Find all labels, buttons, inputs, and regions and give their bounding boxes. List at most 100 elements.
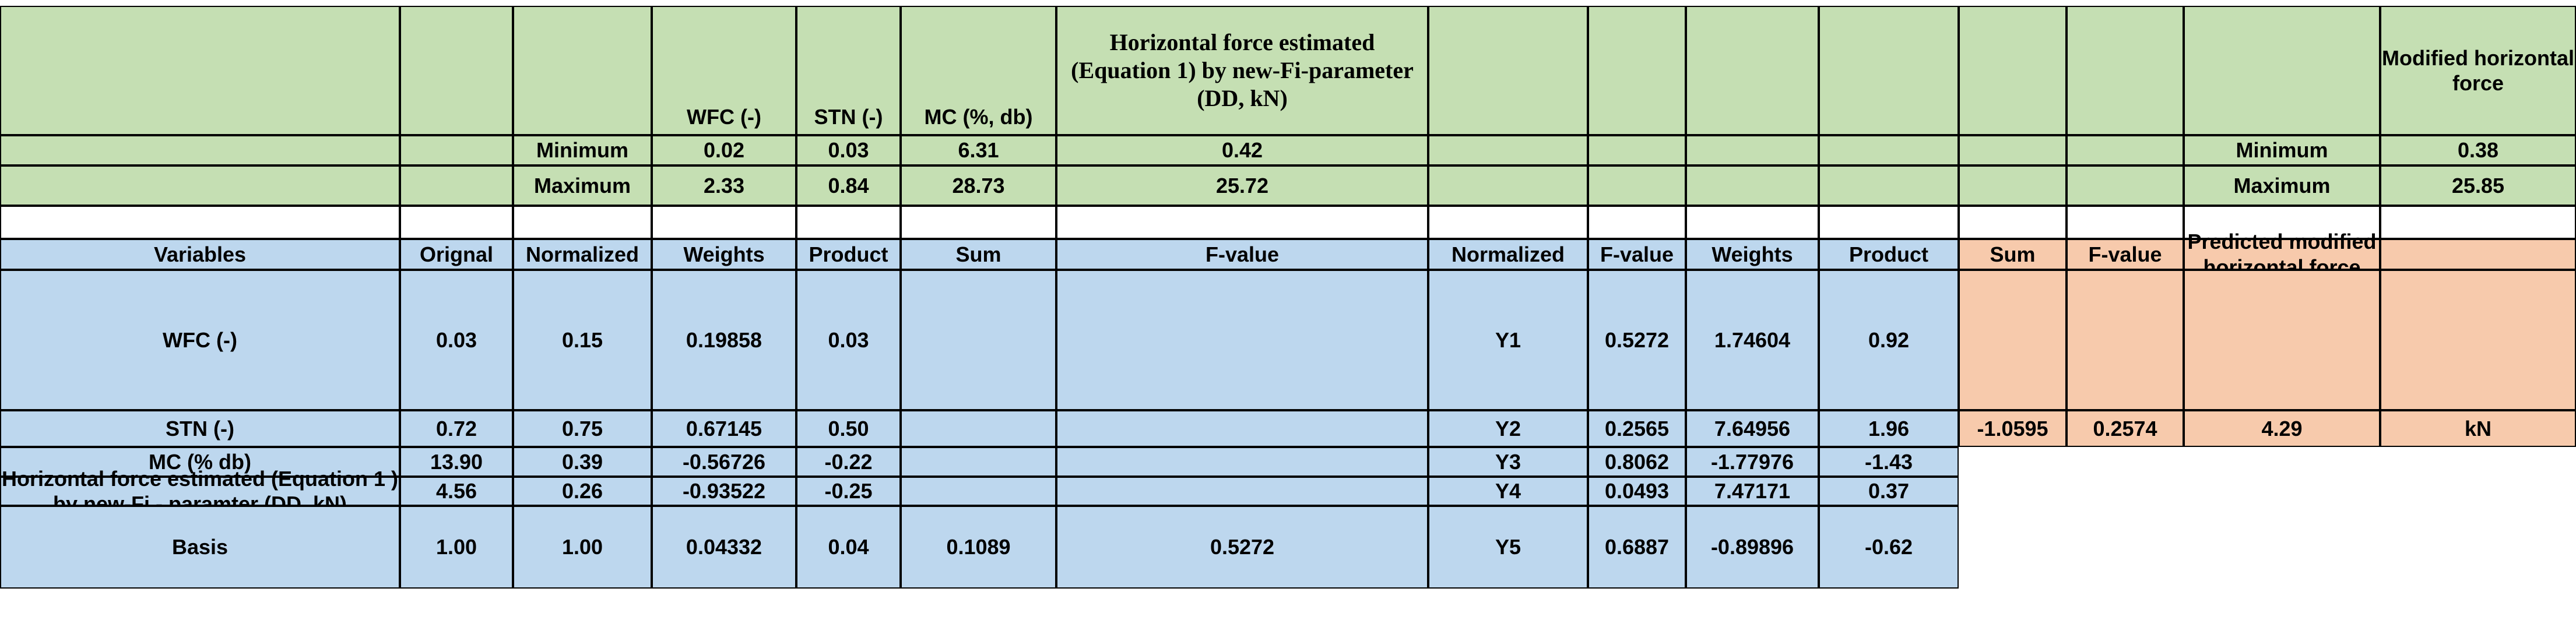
top-maximum-stn: 0.84 [796, 165, 901, 206]
row3-weights: -0.56726 [652, 447, 796, 477]
result-empty [1959, 270, 2067, 410]
row5-yp: -0.62 [1819, 506, 1959, 589]
row5-y: Y5 [1428, 506, 1588, 589]
row4-yf: 0.0493 [1588, 477, 1686, 506]
top-header-mc: MC (%, db) [901, 6, 1056, 135]
top-minimum-mc: 6.31 [901, 135, 1056, 165]
result-sum: -1.0595 [1959, 410, 2067, 447]
row2-normalized: 0.75 [513, 410, 652, 447]
top-header-empty [1819, 6, 1959, 135]
header-variables: Variables [0, 239, 400, 270]
spacer-cell [1959, 206, 2067, 239]
row5-orignal: 1.00 [400, 506, 513, 589]
top-minimum-hf: 0.42 [1056, 135, 1428, 165]
row4-variable: Horizontal force estimated (Equation 1 )… [0, 467, 400, 516]
row4-product: -0.25 [796, 477, 901, 506]
top-header-hf: Horizontal force estimated (Equation 1) … [1056, 6, 1428, 135]
row1-yf: 0.5272 [1588, 270, 1686, 410]
spacer-cell [2067, 206, 2184, 239]
row1-normalized: 0.15 [513, 270, 652, 410]
top-minimum-stn: 0.03 [796, 135, 901, 165]
top-maximum-empty [1588, 165, 1686, 206]
row4-y: Y4 [1428, 477, 1588, 506]
row5-product: 0.04 [796, 506, 901, 589]
top-header-stn: STN (-) [796, 6, 901, 135]
row3-normalized: 0.39 [513, 447, 652, 477]
header-weights: Weights [652, 239, 796, 270]
top-header-empty [2067, 6, 2184, 135]
row3-product: -0.22 [796, 447, 901, 477]
top-header-wfc: WFC (-) [652, 6, 796, 135]
top-maximum-empty [1959, 165, 2067, 206]
row2-variable: STN (-) [0, 410, 400, 447]
row1-yw: 1.74604 [1686, 270, 1819, 410]
top-maximum-empty [1819, 165, 1959, 206]
result-predicted: 4.29 [2184, 410, 2380, 447]
top-minimum-empty [0, 135, 400, 165]
row3-y: Y3 [1428, 447, 1588, 477]
top-maximum-hf: 25.72 [1056, 165, 1428, 206]
row3-variable: MC (% db) [0, 447, 400, 477]
top-header-empty [1588, 6, 1686, 135]
spacer-cell [2184, 206, 2380, 239]
row1-orignal: 0.03 [400, 270, 513, 410]
row4-yw: 7.47171 [1686, 477, 1819, 506]
row2-sum [901, 410, 1056, 447]
spacer-cell [0, 206, 400, 239]
spacer-cell [796, 206, 901, 239]
top-maximum-modified: 25.85 [2380, 165, 2576, 206]
header-predicted: Predicted modified horizontal force [2184, 230, 2380, 279]
header-sum3: Sum [1959, 239, 2067, 270]
top-maximum-empty [1428, 165, 1588, 206]
row2-yp: 1.96 [1819, 410, 1959, 447]
top-maximum-empty [1686, 165, 1819, 206]
row2-yw: 7.64956 [1686, 410, 1819, 447]
row1-fvalue [1056, 270, 1428, 410]
header-weights2: Weights [1686, 239, 1819, 270]
row4-sum [901, 477, 1056, 506]
row1-weights: 0.19858 [652, 270, 796, 410]
row3-yf: 0.8062 [1588, 447, 1686, 477]
spacer-cell [1056, 206, 1428, 239]
row4-normalized: 0.26 [513, 477, 652, 506]
row3-sum [901, 447, 1056, 477]
top-minimum-empty [1819, 135, 1959, 165]
row5-normalized: 1.00 [513, 506, 652, 589]
spacer-cell [652, 206, 796, 239]
top-maximum-mc: 28.73 [901, 165, 1056, 206]
spacer-cell [1819, 206, 1959, 239]
header-fvalue3: F-value [2067, 239, 2184, 270]
row1-y: Y1 [1428, 270, 1588, 410]
result-empty [2380, 270, 2576, 410]
top-header-empty [1686, 6, 1819, 135]
header-empty [2380, 239, 2576, 270]
row3-fvalue [1056, 447, 1428, 477]
row5-sum: 0.1089 [901, 506, 1056, 589]
spacer-cell [400, 206, 513, 239]
row5-fvalue: 0.5272 [1056, 506, 1428, 589]
top-minimum-empty [1959, 135, 2067, 165]
top-header-empty [1959, 6, 2067, 135]
spacer-cell [1686, 206, 1819, 239]
top-minimum-empty [400, 135, 513, 165]
header-product: Product [796, 239, 901, 270]
spacer-cell [2380, 206, 2576, 239]
top-maximum-label: Maximum [513, 165, 652, 206]
row3-yp: -1.43 [1819, 447, 1959, 477]
top-header-empty [0, 6, 400, 135]
top-maximum-empty [2067, 165, 2184, 206]
top-minimum-label: Minimum [513, 135, 652, 165]
result-unit: kN [2380, 410, 2576, 447]
row4-weights: -0.93522 [652, 477, 796, 506]
header-product2: Product [1819, 239, 1959, 270]
header-fvalue: F-value [1056, 239, 1428, 270]
row2-product: 0.50 [796, 410, 901, 447]
row2-y: Y2 [1428, 410, 1588, 447]
top-header-empty [513, 6, 652, 135]
top-header-empty [1428, 6, 1588, 135]
row2-fvalue [1056, 410, 1428, 447]
row4-yp: 0.37 [1819, 477, 1959, 506]
result-fvalue: 0.2574 [2067, 410, 2184, 447]
top-minimum-empty [1686, 135, 1819, 165]
